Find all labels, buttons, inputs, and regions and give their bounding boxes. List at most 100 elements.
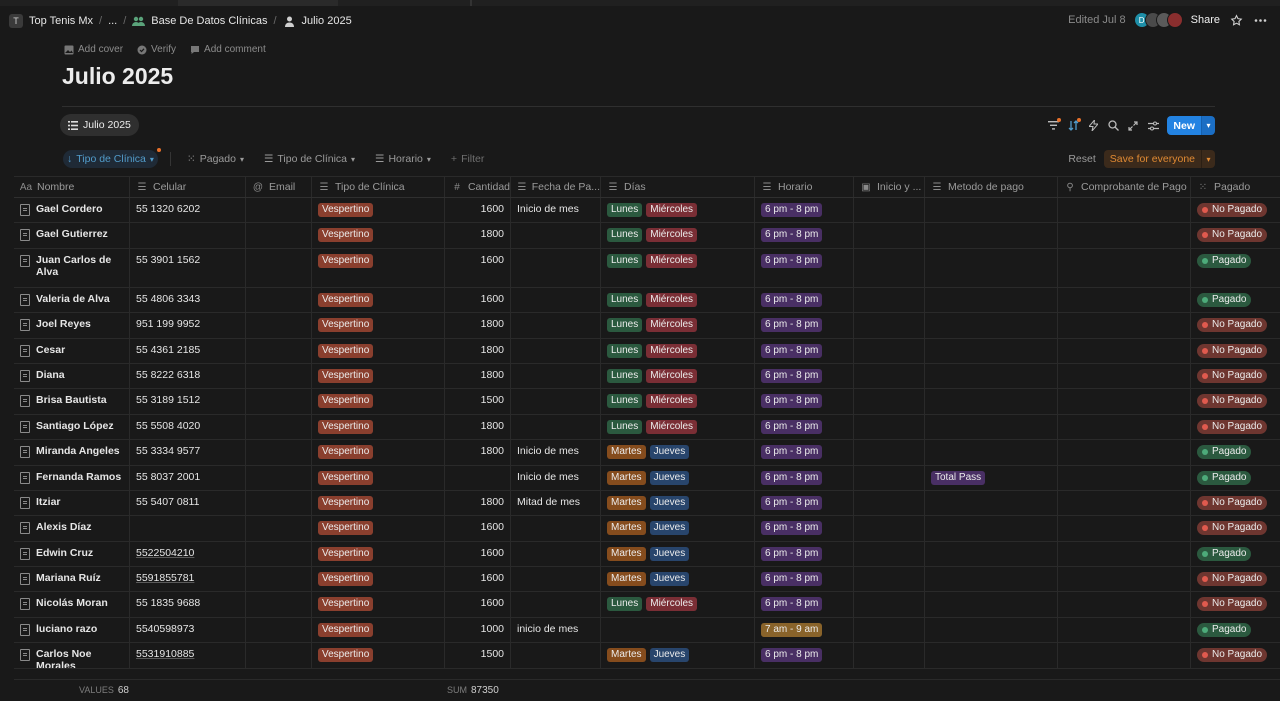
cell-dias[interactable]: Lunes Miércoles — [601, 592, 755, 617]
cell-tipo[interactable]: Vespertino — [312, 516, 445, 541]
cell-horario[interactable]: 6 pm - 8 pm — [755, 541, 854, 567]
table-row[interactable]: Miranda Angeles 55 3334 9577 Vespertino 180… — [14, 440, 1280, 466]
cell-tipo[interactable]: Vespertino — [312, 440, 445, 465]
table-row[interactable]: Carlos Noe Morales 5531910885 Vespertino 15… — [14, 643, 1280, 669]
cell-dias[interactable]: Martes Jueves — [601, 567, 755, 592]
cell-metodo[interactable] — [925, 223, 1058, 248]
cell-inicio[interactable] — [854, 490, 925, 516]
cell-tipo[interactable]: Vespertino — [312, 617, 445, 643]
cell-pagado[interactable]: Pagado — [1191, 288, 1280, 312]
cell-nombre[interactable]: Diana — [14, 363, 130, 389]
cell-tipo[interactable]: Vespertino — [312, 541, 445, 567]
cell-metodo[interactable] — [925, 440, 1058, 465]
share-button[interactable]: Share — [1190, 14, 1220, 26]
cell-cantidad[interactable]: 1800 — [445, 414, 511, 440]
filter-chip-tipo-de-clinica[interactable]: ☰ Tipo de Clínica ▾ — [260, 150, 359, 168]
cell-tipo[interactable]: Vespertino — [312, 567, 445, 592]
cell-inicio[interactable] — [854, 617, 925, 643]
cell-cantidad[interactable]: 1600 — [445, 287, 511, 313]
cell-celular[interactable]: 55 8037 2001 — [130, 465, 246, 490]
cell-pagado[interactable]: No Pagado — [1191, 567, 1280, 591]
cell-fecha[interactable]: Inicio de mes — [511, 440, 601, 465]
cell-metodo[interactable] — [925, 414, 1058, 440]
reset-button[interactable]: Reset — [1068, 153, 1096, 165]
cell-pagado[interactable]: No Pagado — [1191, 516, 1280, 540]
cell-dias[interactable]: Lunes Miércoles — [601, 198, 755, 223]
table-row[interactable]: Fernanda Ramos 55 8037 2001 Vespertino Inic… — [14, 465, 1280, 491]
cell-horario[interactable]: 7 am - 9 am — [755, 617, 854, 643]
cell-comprobante[interactable] — [1058, 338, 1191, 363]
cell-tipo[interactable]: Vespertino — [312, 465, 445, 490]
cell-inicio[interactable] — [854, 465, 925, 490]
cell-dias[interactable]: Lunes Miércoles — [601, 313, 755, 338]
cell-horario[interactable]: 6 pm - 8 pm — [755, 592, 854, 617]
cell-cantidad[interactable]: 1600 — [445, 592, 511, 617]
cell-email[interactable] — [246, 592, 312, 617]
cell-pagado[interactable]: Pagado — [1191, 466, 1280, 490]
column-header-cantidad[interactable]: # Cantidad — [445, 177, 511, 197]
chevron-down-icon[interactable]: ▾ — [1201, 150, 1215, 168]
cell-email[interactable] — [246, 617, 312, 643]
cell-cantidad[interactable]: 1600 — [445, 198, 511, 223]
cell-metodo[interactable] — [925, 198, 1058, 223]
cell-inicio[interactable] — [854, 338, 925, 363]
cell-inicio[interactable] — [854, 414, 925, 440]
cell-celular[interactable]: 5531910885 — [130, 643, 246, 668]
cell-dias[interactable]: Martes Jueves — [601, 516, 755, 541]
cell-celular[interactable]: 55 4806 3343 — [130, 287, 246, 313]
table-row[interactable]: Mariana Ruíz 5591855781 Vespertino 1600 Mart… — [14, 567, 1280, 593]
cell-celular[interactable]: 951 199 9952 — [130, 313, 246, 338]
settings-sliders-icon[interactable] — [1147, 120, 1159, 132]
cell-dias[interactable]: Lunes Miércoles — [601, 248, 755, 287]
cell-inicio[interactable] — [854, 541, 925, 567]
cell-fecha[interactable]: Mitad de mes — [511, 490, 601, 516]
cell-email[interactable] — [246, 198, 312, 223]
cell-email[interactable] — [246, 313, 312, 338]
column-header-nombre[interactable]: Aa Nombre — [14, 177, 130, 197]
cell-celular[interactable]: 55 3189 1512 — [130, 389, 246, 414]
cell-comprobante[interactable] — [1058, 223, 1191, 248]
cell-celular[interactable]: 55 5508 4020 — [130, 414, 246, 440]
cell-cantidad[interactable]: 1600 — [445, 516, 511, 541]
cell-cantidad[interactable]: 1500 — [445, 389, 511, 414]
cell-horario[interactable]: 6 pm - 8 pm — [755, 223, 854, 248]
cell-pagado[interactable]: Pagado — [1191, 542, 1280, 566]
cell-comprobante[interactable] — [1058, 363, 1191, 389]
cell-pagado[interactable]: No Pagado — [1191, 389, 1280, 413]
lightning-icon[interactable] — [1087, 120, 1099, 132]
cell-celular[interactable]: 55 1320 6202 — [130, 198, 246, 223]
cell-nombre[interactable]: Brisa Bautista — [14, 389, 130, 414]
cell-pagado[interactable]: Pagado — [1191, 249, 1280, 287]
cell-dias[interactable] — [601, 617, 755, 643]
cell-dias[interactable]: Lunes Miércoles — [601, 414, 755, 440]
table-row[interactable]: Valeria de Alva 55 4806 3343 Vespertino 160… — [14, 287, 1280, 314]
cell-comprobante[interactable] — [1058, 465, 1191, 490]
cell-fecha[interactable] — [511, 567, 601, 592]
cell-tipo[interactable]: Vespertino — [312, 223, 445, 248]
table-row[interactable]: Edwin Cruz 5522504210 Vespertino 1600 Martes… — [14, 541, 1280, 568]
sort-chip-tipo-de-clinica[interactable]: ↓ Tipo de Clínica ▾ — [63, 148, 161, 168]
breadcrumb-page[interactable]: Julio 2025 — [301, 15, 352, 27]
table-row[interactable]: Nicolás Moran 55 1835 9688 Vespertino 1600 L… — [14, 592, 1280, 618]
cell-pagado[interactable]: Pagado — [1191, 618, 1280, 642]
cell-celular[interactable]: 55 1835 9688 — [130, 592, 246, 617]
cell-fecha[interactable]: Inicio de mes — [511, 198, 601, 223]
cell-horario[interactable]: 6 pm - 8 pm — [755, 248, 854, 287]
column-header-comprobante[interactable]: ⚲ Comprobante de Pago — [1058, 177, 1191, 197]
cell-pagado[interactable]: No Pagado — [1191, 592, 1280, 616]
tab-view-julio-2025[interactable]: Julio 2025 — [60, 114, 139, 136]
cell-nombre[interactable]: Fernanda Ramos — [14, 465, 130, 490]
cell-horario[interactable]: 6 pm - 8 pm — [755, 287, 854, 313]
cell-nombre[interactable]: Nicolás Moran — [14, 592, 130, 617]
cell-dias[interactable]: Lunes Miércoles — [601, 363, 755, 389]
cell-nombre[interactable]: Cesar — [14, 338, 130, 363]
cell-cantidad[interactable]: 1800 — [445, 363, 511, 389]
column-header-email[interactable]: @ Email — [246, 177, 312, 197]
cell-email[interactable] — [246, 389, 312, 414]
cell-horario[interactable]: 6 pm - 8 pm — [755, 363, 854, 389]
cell-nombre[interactable]: Mariana Ruíz — [14, 567, 130, 592]
cell-nombre[interactable]: Gael Gutierrez — [14, 223, 130, 248]
cell-email[interactable] — [246, 338, 312, 363]
column-header-tipo[interactable]: ☰ Tipo de Clínica — [312, 177, 445, 197]
cell-horario[interactable]: 6 pm - 8 pm — [755, 643, 854, 668]
